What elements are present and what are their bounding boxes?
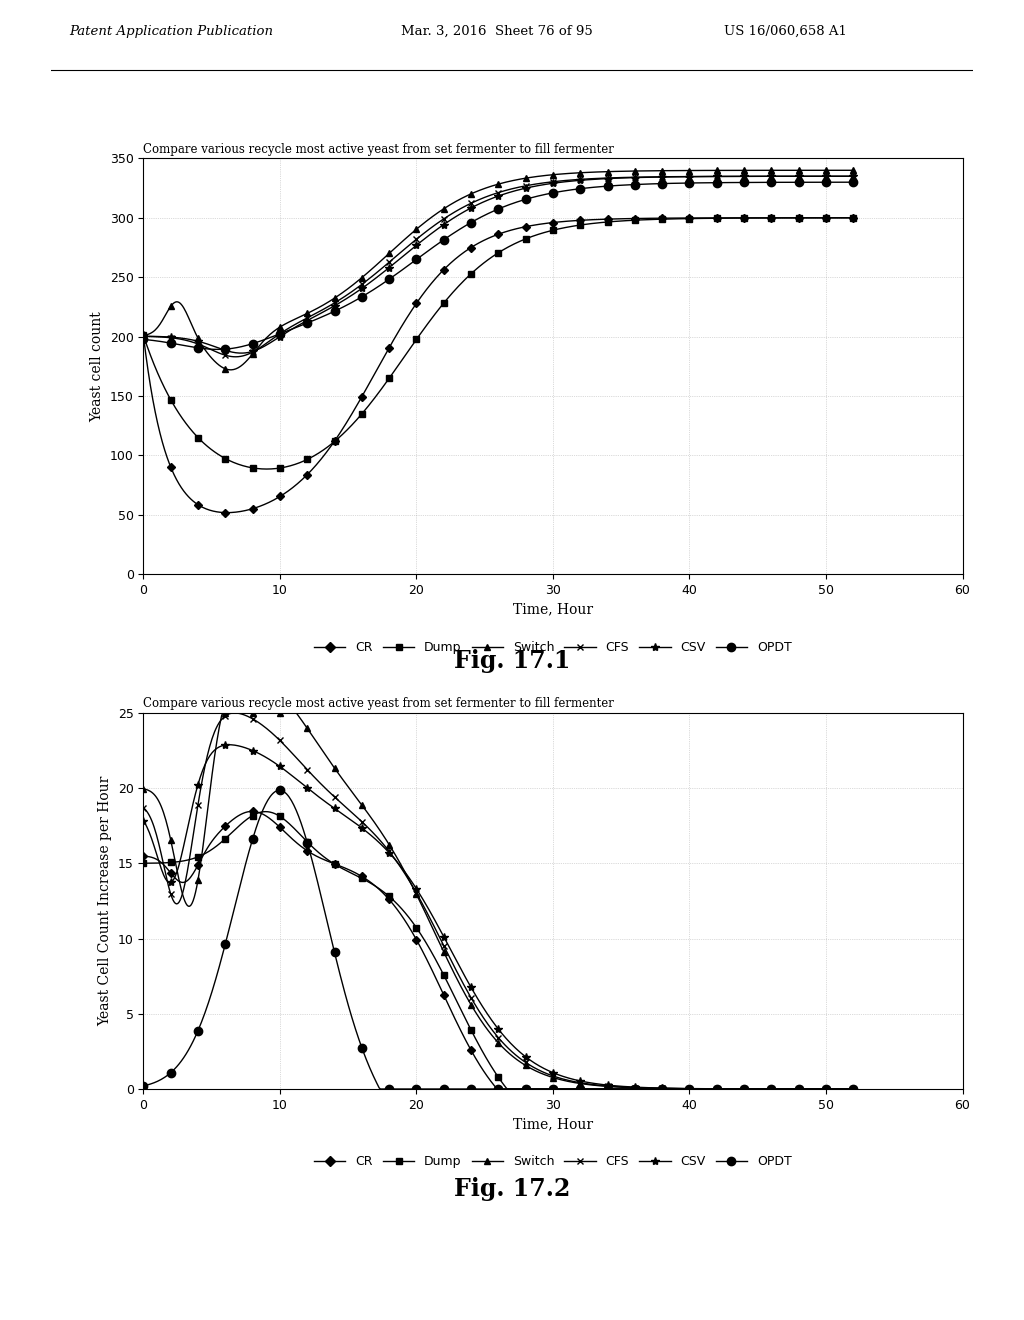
Text: Fig. 17.2: Fig. 17.2	[454, 1177, 570, 1201]
Y-axis label: Yeast Cell Count Increase per Hour: Yeast Cell Count Increase per Hour	[98, 776, 113, 1026]
Text: Patent Application Publication: Patent Application Publication	[70, 25, 273, 37]
Text: Fig. 17.1: Fig. 17.1	[454, 649, 570, 673]
Y-axis label: Yeast cell count: Yeast cell count	[90, 312, 104, 421]
X-axis label: Time, Hour: Time, Hour	[513, 1117, 593, 1131]
X-axis label: Time, Hour: Time, Hour	[513, 602, 593, 616]
Text: US 16/060,658 A1: US 16/060,658 A1	[724, 25, 847, 37]
Legend: CR, Dump, Switch, CFS, CSV, OPDT: CR, Dump, Switch, CFS, CSV, OPDT	[309, 1150, 797, 1173]
Text: Mar. 3, 2016  Sheet 76 of 95: Mar. 3, 2016 Sheet 76 of 95	[401, 25, 593, 37]
Legend: CR, Dump, Switch, CFS, CSV, OPDT: CR, Dump, Switch, CFS, CSV, OPDT	[309, 636, 797, 660]
Text: Compare various recycle most active yeast from set fermenter to fill fermenter: Compare various recycle most active yeas…	[143, 143, 614, 156]
Text: Compare various recycle most active yeast from set fermenter to fill fermenter: Compare various recycle most active yeas…	[143, 697, 614, 710]
